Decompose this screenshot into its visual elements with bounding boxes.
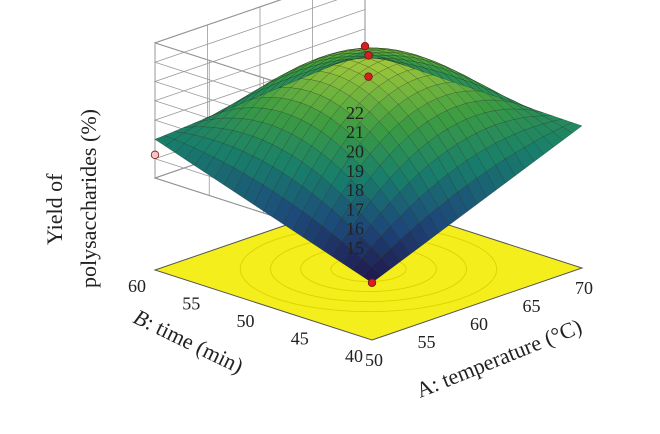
- y-tick-label: 45: [291, 329, 309, 349]
- z-axis-label-line2: polysaccharides (%): [76, 109, 101, 288]
- z-axis-label-line1: Yield of: [42, 173, 67, 245]
- x-tick-label: 55: [418, 332, 436, 352]
- z-tick-label: 20: [346, 142, 364, 162]
- y-tick-label: 40: [345, 346, 363, 366]
- x-axis-label: A: temperature (°C): [413, 313, 586, 402]
- z-tick-label: 18: [346, 180, 364, 200]
- z-tick-label: 21: [346, 122, 364, 142]
- z-tick-label: 22: [346, 103, 364, 123]
- response-surface: [154, 47, 583, 283]
- z-tick-label: 16: [346, 219, 364, 239]
- design-point: [364, 51, 373, 60]
- y-axis-label: B: time (min): [130, 304, 248, 378]
- z-tick-label: 19: [346, 161, 364, 181]
- y-tick-label: 60: [128, 276, 146, 296]
- x-tick-label: 65: [523, 296, 541, 316]
- design-point: [150, 150, 160, 160]
- z-tick-label: 17: [346, 199, 364, 219]
- design-point: [364, 72, 373, 81]
- x-tick-label: 60: [470, 314, 488, 334]
- design-points: [150, 41, 377, 287]
- design-point: [367, 278, 377, 287]
- design-point: [360, 41, 370, 51]
- y-tick-label: 55: [182, 294, 200, 314]
- x-tick-label: 70: [575, 278, 593, 298]
- z-tick-label: 15: [346, 238, 364, 258]
- y-tick-label: 50: [237, 311, 255, 331]
- x-tick-label: 50: [365, 350, 383, 370]
